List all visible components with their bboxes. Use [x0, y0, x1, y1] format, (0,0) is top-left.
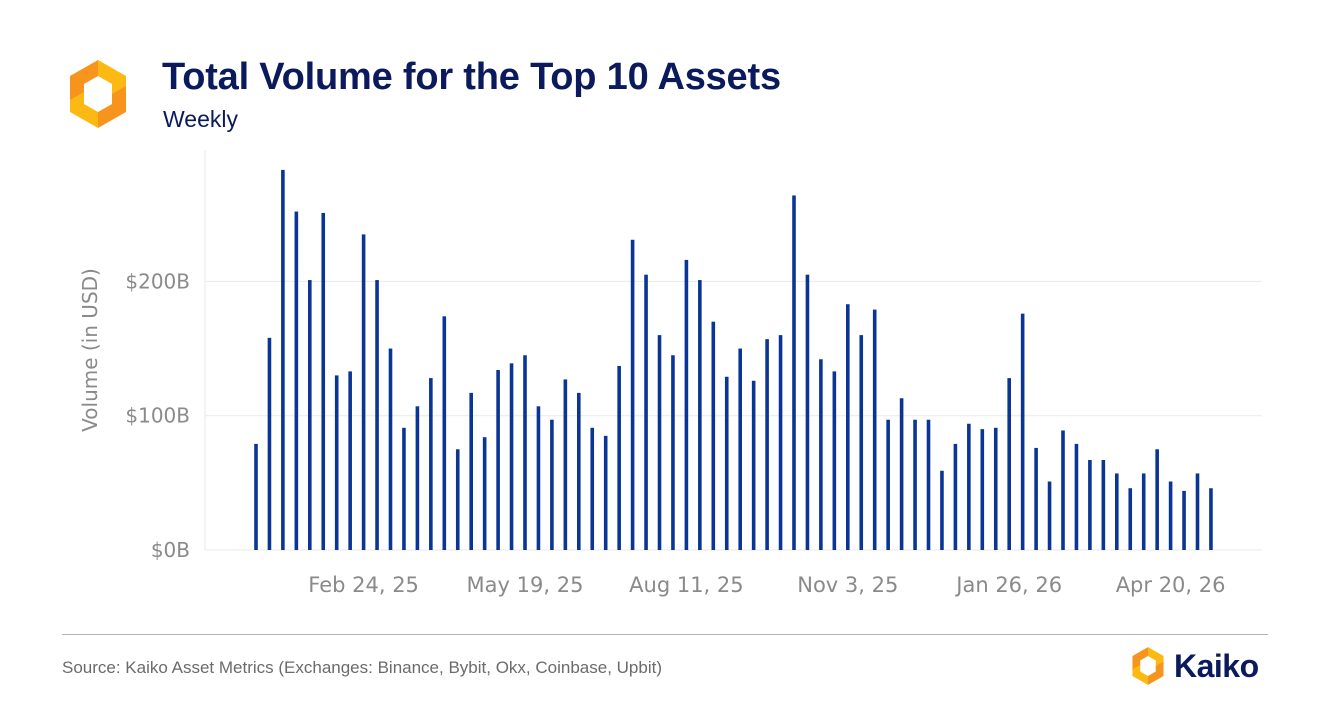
bar [375, 280, 379, 550]
brand-lockup: Kaiko [1128, 644, 1259, 688]
bar [872, 309, 877, 550]
bar [819, 359, 823, 550]
bar [577, 392, 581, 550]
bar [267, 337, 272, 550]
bar [429, 378, 433, 550]
bar [1115, 473, 1119, 550]
bar [738, 348, 742, 550]
bar [846, 304, 850, 550]
bar [1209, 488, 1213, 550]
bar-chart: $0B $100B $200B Feb 24, 25 May 19, 25 Aug 11… [78, 150, 1262, 597]
bar [1101, 460, 1106, 550]
bar [899, 398, 904, 550]
bar [657, 335, 662, 550]
bar [1074, 443, 1079, 550]
bar [993, 427, 998, 550]
bar [1047, 481, 1052, 550]
bar [509, 363, 514, 550]
y-axis-label: Volume (in USD) [78, 268, 102, 432]
bar [281, 169, 285, 550]
bar [254, 443, 258, 550]
bar [711, 321, 716, 550]
bar [926, 419, 931, 550]
bar [334, 375, 339, 550]
footer-divider [62, 634, 1268, 635]
bar [294, 211, 299, 550]
bar [698, 280, 702, 550]
bar [496, 370, 500, 550]
x-axis-ticks: Feb 24, 25 May 19, 25 Aug 11, 25 Nov 3, 25 J… [308, 573, 1225, 597]
x-tick-label: Nov 3, 25 [797, 573, 898, 597]
x-tick-label: May 19, 25 [467, 573, 584, 597]
chart-title: Total Volume for the Top 10 Assets [162, 56, 781, 98]
bar [388, 348, 393, 550]
y-axis-ticks: $0B $100B $200B [125, 269, 190, 562]
bar [469, 392, 473, 550]
source-note: Source: Kaiko Asset Metrics (Exchanges: … [62, 658, 662, 677]
bar [1088, 460, 1092, 550]
bar [1168, 481, 1173, 550]
bar [321, 212, 326, 550]
bar [617, 366, 621, 550]
y-tick-label: $200B [125, 269, 190, 293]
bars [254, 169, 1213, 550]
bar [940, 470, 944, 550]
kaiko-logo-icon [70, 60, 126, 128]
bar [778, 335, 783, 550]
bar [751, 380, 756, 550]
bar [953, 443, 958, 550]
bar [724, 376, 729, 550]
bar [482, 437, 487, 550]
y-tick-label: $100B [125, 404, 190, 428]
bar [1128, 488, 1133, 550]
bar [1007, 378, 1011, 550]
bar [967, 423, 971, 550]
bar [455, 449, 460, 550]
bar [348, 371, 352, 550]
bar [684, 259, 689, 550]
bar [913, 419, 917, 550]
bar [832, 371, 837, 550]
bar [671, 355, 675, 550]
brand-name: Kaiko [1174, 647, 1259, 684]
bar [361, 234, 366, 550]
gridlines [204, 150, 1262, 551]
bar [415, 406, 420, 550]
bar [563, 379, 568, 550]
x-tick-label: Feb 24, 25 [308, 573, 419, 597]
bar [630, 239, 635, 550]
x-tick-label: Aug 11, 25 [629, 573, 743, 597]
bar [402, 427, 406, 550]
bar [536, 406, 541, 550]
bar [1141, 473, 1146, 550]
bar [590, 427, 595, 550]
bar [792, 195, 796, 550]
bar [442, 316, 447, 550]
bar [765, 339, 769, 550]
y-tick-label: $0B [151, 538, 190, 562]
bar [1155, 449, 1159, 550]
bar [603, 435, 608, 550]
x-tick-label: Apr 20, 26 [1116, 573, 1226, 597]
bar [644, 274, 648, 550]
bar [859, 335, 864, 550]
bar [1034, 447, 1038, 550]
bar [1020, 313, 1025, 550]
kaiko-logo-icon [1132, 647, 1164, 685]
bar [308, 280, 312, 550]
bar [523, 355, 527, 550]
bar [1061, 430, 1065, 550]
bar [550, 419, 554, 550]
bar [805, 274, 810, 550]
bar [1182, 490, 1186, 550]
x-tick-label: Jan 26, 26 [954, 573, 1062, 597]
bar [980, 429, 985, 550]
bar [886, 419, 890, 550]
bar [1195, 473, 1200, 550]
chart-subtitle: Weekly [163, 106, 238, 132]
